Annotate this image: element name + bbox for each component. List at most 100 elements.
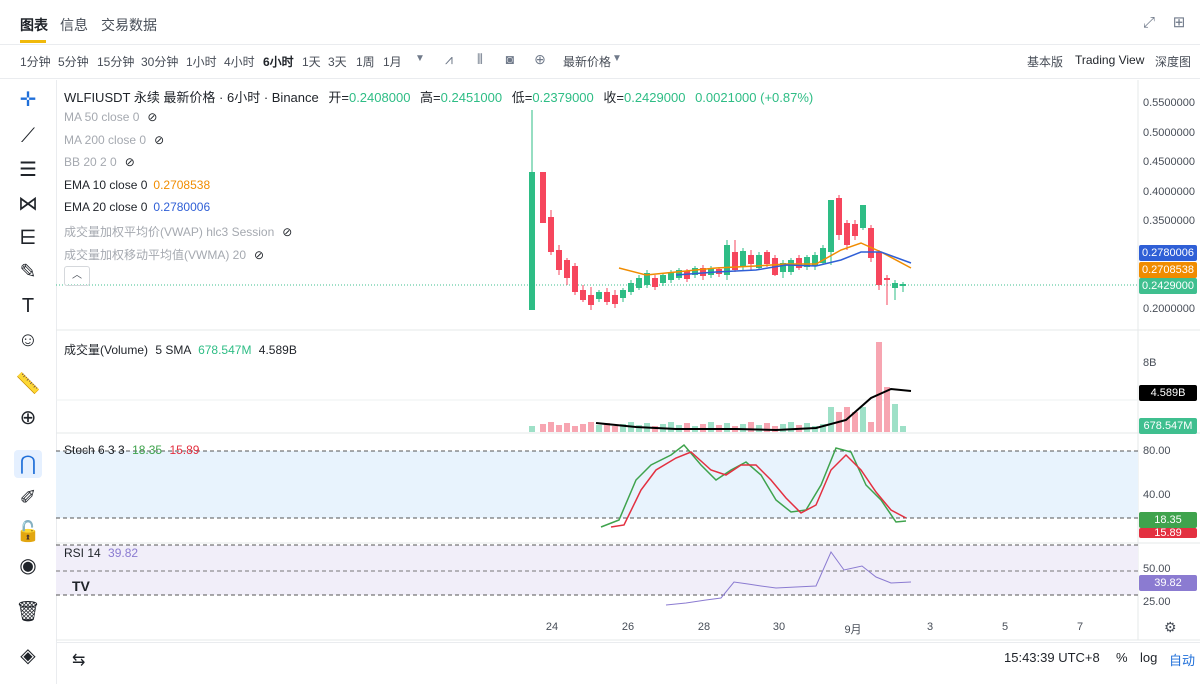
legend-ma50[interactable]: MA 50 close 0 ⊘ xyxy=(64,110,158,124)
legend-ma200[interactable]: MA 200 close 0 ⊘ xyxy=(64,133,165,147)
log-toggle[interactable]: log xyxy=(1140,650,1158,665)
volume-bar xyxy=(612,426,618,432)
volume-bar xyxy=(756,425,762,432)
price-type-dropdown-icon[interactable]: ▼ xyxy=(612,53,622,64)
crosshair-icon[interactable]: ✛ xyxy=(19,89,37,111)
price-axis-label: 0.5000000 xyxy=(1143,127,1195,139)
candle-type-icon[interactable]: ⫴ xyxy=(477,51,483,67)
rsi-tag: 39.82 xyxy=(1139,575,1197,591)
volume-bar xyxy=(636,425,642,432)
stoch-band xyxy=(56,451,1138,518)
eye-off-icon[interactable]: ⊘ xyxy=(154,133,165,147)
time-axis-label: 26 xyxy=(621,621,635,633)
volume-bar xyxy=(828,407,834,432)
fib-icon[interactable]: ⋿ xyxy=(19,227,37,249)
interval-6h[interactable]: 6小时 xyxy=(263,55,294,69)
volume-legend[interactable]: 成交量(Volume) 5 SMA 678.547M 4.589B xyxy=(64,343,297,357)
interval-30m[interactable]: 30分钟 xyxy=(141,55,179,69)
stoch-k-value: 18.35 xyxy=(132,443,163,457)
lock-icon[interactable]: 🔓 xyxy=(15,521,41,543)
interval-1w[interactable]: 1周 xyxy=(356,55,375,69)
text-icon[interactable]: T xyxy=(21,295,35,317)
candle-body xyxy=(604,292,610,302)
tab-trading-data[interactable]: 交易数据 xyxy=(101,17,157,33)
toolbar-divider xyxy=(0,78,1200,79)
ema20-line xyxy=(675,251,912,276)
candle-body xyxy=(572,266,578,292)
interval-1mo[interactable]: 1月 xyxy=(383,55,402,69)
tradingview-logo: TV xyxy=(72,578,90,594)
eye-off-icon[interactable]: ⊘ xyxy=(147,110,158,124)
interval-1d[interactable]: 1天 xyxy=(302,55,321,69)
eye-off-icon[interactable]: ⊘ xyxy=(254,248,265,262)
ruler-icon[interactable]: 📏 xyxy=(15,373,41,395)
candle-body xyxy=(812,255,818,266)
legend-ema10[interactable]: EMA 10 close 0 0.2708538 xyxy=(64,178,211,192)
chart-toolbar: 1分钟 5分钟 15分钟 30分钟 1小时 4小时 6小时 1天 3天 1周 1… xyxy=(0,46,1200,74)
volume-bar xyxy=(596,425,602,432)
magnet-icon[interactable]: ⋂ xyxy=(14,450,42,478)
chart-canvas[interactable] xyxy=(56,80,1200,645)
pattern-icon[interactable]: ⋈ xyxy=(18,193,38,215)
volume-sma-tag: 4.589B xyxy=(1139,385,1197,401)
auto-toggle[interactable]: 自动 xyxy=(1169,653,1196,668)
camera-icon[interactable]: ◙ xyxy=(505,51,515,67)
candle-body xyxy=(612,295,618,304)
interval-3d[interactable]: 3天 xyxy=(328,55,347,69)
percent-toggle[interactable]: % xyxy=(1116,650,1128,665)
add-icon[interactable]: ⊕ xyxy=(534,51,546,67)
horizontal-lines-icon[interactable]: ☰ xyxy=(19,159,37,181)
collapse-legend-button[interactable]: ︿ xyxy=(64,266,90,286)
legend-vwma[interactable]: 成交量加权移动平均值(VWMA) 20 ⊘ xyxy=(64,248,265,262)
eye-off-icon[interactable]: ⊘ xyxy=(282,225,293,239)
visibility-icon[interactable]: ◉ xyxy=(19,555,37,577)
legend-bb[interactable]: BB 20 2 0 ⊘ xyxy=(64,155,135,169)
emoji-icon[interactable]: ☺ xyxy=(17,329,39,351)
close-label: 收= xyxy=(603,90,624,105)
tab-info[interactable]: 信息 xyxy=(60,17,88,33)
lock-draw-icon[interactable]: ✐ xyxy=(19,487,37,509)
time-axis-label: 28 xyxy=(697,621,711,633)
interval-1h[interactable]: 1小时 xyxy=(186,55,217,69)
trash-icon[interactable]: 🗑 xyxy=(15,601,41,623)
header-divider xyxy=(0,44,1200,45)
eye-off-icon[interactable]: ⊘ xyxy=(124,155,135,169)
volume-bar xyxy=(620,424,626,432)
legend-ema20[interactable]: EMA 20 close 0 0.2780006 xyxy=(64,200,211,214)
interval-4h[interactable]: 4小时 xyxy=(224,55,255,69)
layers-icon[interactable]: ◈ xyxy=(20,645,36,667)
date-range-icon[interactable]: ⇆ xyxy=(72,652,86,669)
candle-body xyxy=(692,268,698,275)
rsi-legend[interactable]: RSI 14 39.82 xyxy=(64,546,139,560)
time-axis-label: 30 xyxy=(772,621,786,633)
candle-body xyxy=(804,257,810,267)
open-value: 0.2408000 xyxy=(348,90,411,105)
legend-vwap[interactable]: 成交量加权平均价(VWAP) hlc3 Session ⊘ xyxy=(64,225,293,239)
view-depth[interactable]: 深度图 xyxy=(1155,55,1192,69)
chart-settings-icon[interactable]: ⚙ xyxy=(1164,619,1177,635)
expand-icon[interactable]: ⤢ xyxy=(1142,14,1155,31)
candle-body xyxy=(540,172,546,223)
interval-5m[interactable]: 5分钟 xyxy=(58,55,89,69)
layout-grid-icon[interactable]: ⊞ xyxy=(1172,14,1186,31)
interval-dropdown-icon[interactable]: ▼ xyxy=(415,53,425,64)
interval-15m[interactable]: 15分钟 xyxy=(97,55,135,69)
trendline-icon[interactable]: ⟋ xyxy=(21,125,35,147)
volume-bar xyxy=(884,387,890,432)
brush-icon[interactable]: ✎ xyxy=(19,261,37,283)
price-type-select[interactable]: 最新价格 xyxy=(563,55,612,69)
stoch-legend[interactable]: Stoch 6 3 3 18.35 15.89 xyxy=(64,443,200,457)
indicator-icon[interactable]: ⩘ xyxy=(445,51,453,67)
candle-body xyxy=(756,255,762,268)
candle-body xyxy=(740,251,746,266)
clock-time: 15:43:39 UTC+8 xyxy=(1004,650,1100,665)
interval-1m[interactable]: 1分钟 xyxy=(20,55,51,69)
view-basic[interactable]: 基本版 xyxy=(1027,55,1064,69)
candle-body xyxy=(724,245,730,275)
volume-bar xyxy=(820,424,826,432)
stoch-d-value: 15.89 xyxy=(169,443,200,457)
view-tradingview[interactable]: Trading View xyxy=(1075,53,1145,67)
candle-body xyxy=(644,273,650,285)
tab-chart[interactable]: 图表 xyxy=(20,17,48,33)
zoom-icon[interactable]: ⊕ xyxy=(19,407,37,429)
